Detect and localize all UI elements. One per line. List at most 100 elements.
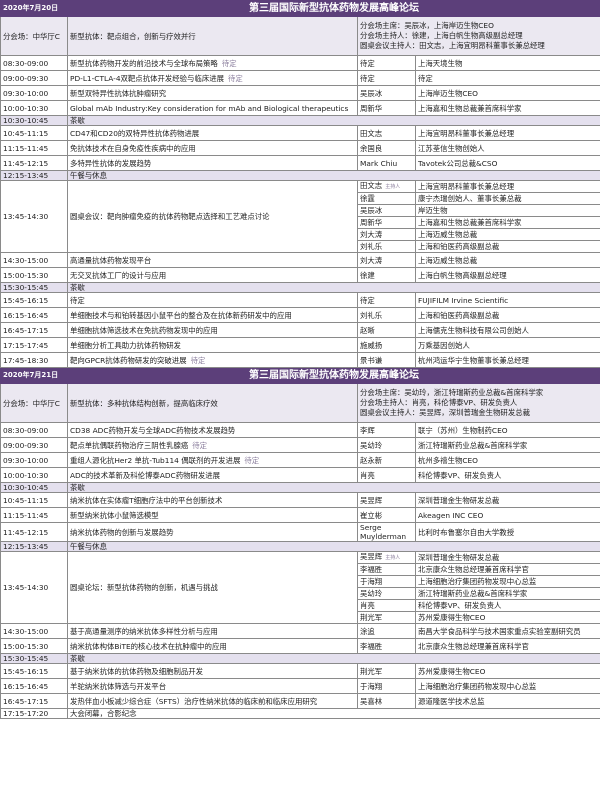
speaker-org: 北京康众生物总经理兼首席科学官 xyxy=(414,638,600,654)
topic-text: 无交叉抗体工厂的设计与应用 xyxy=(70,270,167,280)
break-row: 12:15-13:45 午餐与休息 xyxy=(0,170,600,181)
time-slot: 08:30-09:00 xyxy=(0,55,68,71)
session-topic: 纳米抗体在实体瘤T细胞疗法中的平台创新技术 xyxy=(67,492,358,508)
host-line: 分会场主持人：徐建，上海白帆生物高级副总经理 xyxy=(360,31,523,40)
speaker-org: 南昌大学食品科学与技术国家重点实验室副研究员 xyxy=(414,623,600,639)
session-topic: 无交叉抗体工厂的设计与应用 xyxy=(67,267,358,283)
break-label: 大会闭幕，合影纪念 xyxy=(66,708,600,719)
panelist-name-text: 荆光军 xyxy=(360,613,383,622)
session-row: 16:15-16:45 单细胞技术与和铂转基因小鼠平台的整合及在抗体新药研发中的应… xyxy=(0,307,600,323)
time-slot: 16:15-16:45 xyxy=(0,307,68,323)
topic-text: 免抗体技术在自身免疫性疾病中的应用 xyxy=(70,143,196,153)
session-topic: 多特异性抗体的发展趋势 xyxy=(67,155,358,171)
speaker-org: 待定 xyxy=(414,70,600,86)
panelist-org: 北京康众生物总经理兼首席科学官 xyxy=(414,563,600,576)
session-topic: 免抗体技术在自身免疫性疾病中的应用 xyxy=(67,140,358,156)
session-theme: 新型抗体：靶点组合，创新与疗效并行 xyxy=(67,16,358,56)
time-slot: 11:15-11:45 xyxy=(0,140,68,156)
panelist-name: 刘大涛 xyxy=(357,228,416,241)
time-slot: 11:45-12:15 xyxy=(0,155,68,171)
break-label: 茶歇 xyxy=(66,115,600,126)
session-row: 16:15-16:45 羊驼纳米抗体筛选与开发平台 于海翔 上海细胞治疗集团药物发现中… xyxy=(0,678,600,694)
time-slot: 09:00-09:30 xyxy=(0,437,68,453)
session-topic: 新型抗体药物开发的前沿技术与全球布局策略 待定 xyxy=(67,55,358,71)
time-slot: 16:15-16:45 xyxy=(0,678,68,694)
session-topic: 重组人源化抗Her2 单抗-Tub114 偶联剂的开发进展 待定 xyxy=(67,452,358,468)
session-topic: 基于高通量测序的纳米抗体多样性分析与应用 xyxy=(67,623,358,639)
session-topic: ADC的技术革新及科伦博泰ADC药物研发进展 xyxy=(67,467,358,483)
session-row: 11:45-12:15 多特异性抗体的发展趋势 Mark Chiu Tavotek公司… xyxy=(0,155,600,171)
session-topic: 发热伴血小板减少综合症（SFTS）治疗性纳米抗体的临床前和临床应用研究 xyxy=(67,693,358,709)
host-line: 分会场主持人：肖亮，科伦博泰VP、研发负责人 xyxy=(360,398,518,407)
topic-text: CD38 ADC药物开发与全球ADC药物技术发展趋势 xyxy=(70,425,236,435)
time-slot: 15:00-15:30 xyxy=(0,267,68,283)
speaker: 李辉 xyxy=(357,422,416,438)
topic-text: 新型抗体药物开发的前沿技术与全球布局策略 xyxy=(70,58,218,68)
break-label: 茶歇 xyxy=(66,653,600,664)
panelist-name: 徐霆 xyxy=(357,192,416,205)
session-row: 10:45-11:15 CD47和CD20的双特异性抗体药物进展 田文志 上海宜明昂科… xyxy=(0,125,600,141)
time-slot: 11:15-11:45 xyxy=(0,507,68,523)
speaker-org: 上海天境生物 xyxy=(414,55,600,71)
speaker-org: 源道隆医学技术总监 xyxy=(414,693,600,709)
panelist-name-text: 吴昱辉 xyxy=(360,552,383,562)
speaker: 赵晰 xyxy=(357,322,416,338)
panelist-org: 上海嘉和生物总裁兼首席科学家 xyxy=(414,216,600,229)
speaker-org: 上海白帆生物高级副总经理 xyxy=(414,267,600,283)
time-slot: 09:30-10:00 xyxy=(0,85,68,101)
speaker-org: 比利时布鲁塞尔自由大学教授 xyxy=(414,522,600,542)
session-row: 10:00-10:30 Global mAb Industry:Key consi… xyxy=(0,100,600,116)
time-slot: 10:00-10:30 xyxy=(0,467,68,483)
speaker-org: 上海细胞治疗集团药物发现中心总监 xyxy=(414,678,600,694)
time-slot: 15:45-16:15 xyxy=(0,663,68,679)
session-hosts: 分会场主席：吴幼玲，浙江特瑞斯药业总裁&首席科学家 分会场主持人：肖亮，科伦博泰V… xyxy=(356,383,600,423)
speaker: 刘礼乐 xyxy=(357,307,416,323)
session-topic: CD38 ADC药物开发与全球ADC药物技术发展趋势 xyxy=(67,422,358,438)
panelist-org: 上海宜明昂科董事长兼总经理 xyxy=(414,180,600,193)
topic-text: 单细胞技术与和铂转基因小鼠平台的整合及在抗体新药研发中的应用 xyxy=(70,310,292,320)
speaker: 荆光军 xyxy=(357,663,416,679)
speaker-org: Akeagen INC CEO xyxy=(414,507,600,523)
speaker: 赵永新 xyxy=(357,452,416,468)
time-slot: 12:15-13:45 xyxy=(0,170,68,181)
day-date: 2020年7月20日 xyxy=(0,0,68,17)
time-slot: 16:45-17:15 xyxy=(0,322,68,338)
panel-member-row: 李福胜 北京康众生物总经理兼首席科学官 xyxy=(1,563,600,576)
session-theme: 新型抗体：多种抗体结构创新，提高临床疗效 xyxy=(67,383,358,423)
topic-text: CD47和CD20的双特异性抗体药物进展 xyxy=(70,128,200,138)
time-slot: 14:30-15:00 xyxy=(0,252,68,268)
session-row: 17:15-17:45 单细胞分析工具助力抗体药物研发 施威扬 万乘基因创始人 xyxy=(0,337,600,353)
day-header: 2020年7月21日 第三届国际新型抗体药物发展高峰论坛 xyxy=(0,367,600,384)
time-slot: 10:30-10:45 xyxy=(0,115,68,126)
day-date: 2020年7月21日 xyxy=(0,367,68,384)
topic-text: 靶向GPCR抗体药物研发的突破进展 xyxy=(70,355,187,365)
speaker-org: 杭州鸿运华宁生物董事长兼总经理 xyxy=(414,352,600,368)
speaker: Mark Chiu xyxy=(357,155,416,171)
speaker: Serge Muylderman xyxy=(357,522,416,542)
time-slot: 10:30-10:45 xyxy=(0,482,68,493)
panel-member-row: 吴辰冰 岸迈生物 xyxy=(1,204,600,217)
time-slot: 11:45-12:15 xyxy=(0,522,68,542)
speaker: 肖亮 xyxy=(357,467,416,483)
panelist-name: 田文志 主持人 xyxy=(357,180,416,193)
speaker-org: 深圳普瑞金生物研发总裁 xyxy=(414,492,600,508)
break-row: 12:15-13:45 午餐与休息 xyxy=(0,541,600,552)
speaker: 周新华 xyxy=(357,100,416,116)
speaker-org: 联宁（苏州）生物制药CEO xyxy=(414,422,600,438)
speaker: 吴辰冰 xyxy=(357,85,416,101)
session-row: 08:30-09:00 CD38 ADC药物开发与全球ADC药物技术发展趋势 李辉联… xyxy=(0,422,600,438)
session-row: 10:00-10:30 ADC的技术革新及科伦博泰ADC药物研发进展 肖亮 科伦博泰V… xyxy=(0,467,600,483)
speaker-org: 苏州爱康得生物CEO xyxy=(414,663,600,679)
host-line: 分会场主席：吴辰冰，上海岸迈生物CEO xyxy=(360,21,494,30)
speaker-org: 万乘基因创始人 xyxy=(414,337,600,353)
speaker-org: 上海儒克生物科技有限公司创始人 xyxy=(414,322,600,338)
topic-text: 重组人源化抗Her2 单抗-Tub114 偶联剂的开发进展 xyxy=(70,455,241,465)
topic-text: 单细胞抗体筛选技术在免抗药物发现中的应用 xyxy=(70,325,218,335)
forum-title: 第三届国际新型抗体药物发展高峰论坛 xyxy=(66,0,600,17)
break-label: 茶歇 xyxy=(66,482,600,493)
forum-title: 第三届国际新型抗体药物发展高峰论坛 xyxy=(66,367,600,384)
topic-text: 羊驼纳米抗体筛选与开发平台 xyxy=(70,681,167,691)
speaker: 余国良 xyxy=(357,140,416,156)
tbd-badge: 待定 xyxy=(192,440,208,450)
session-topic: Global mAb Industry:Key consideration fo… xyxy=(67,100,358,116)
